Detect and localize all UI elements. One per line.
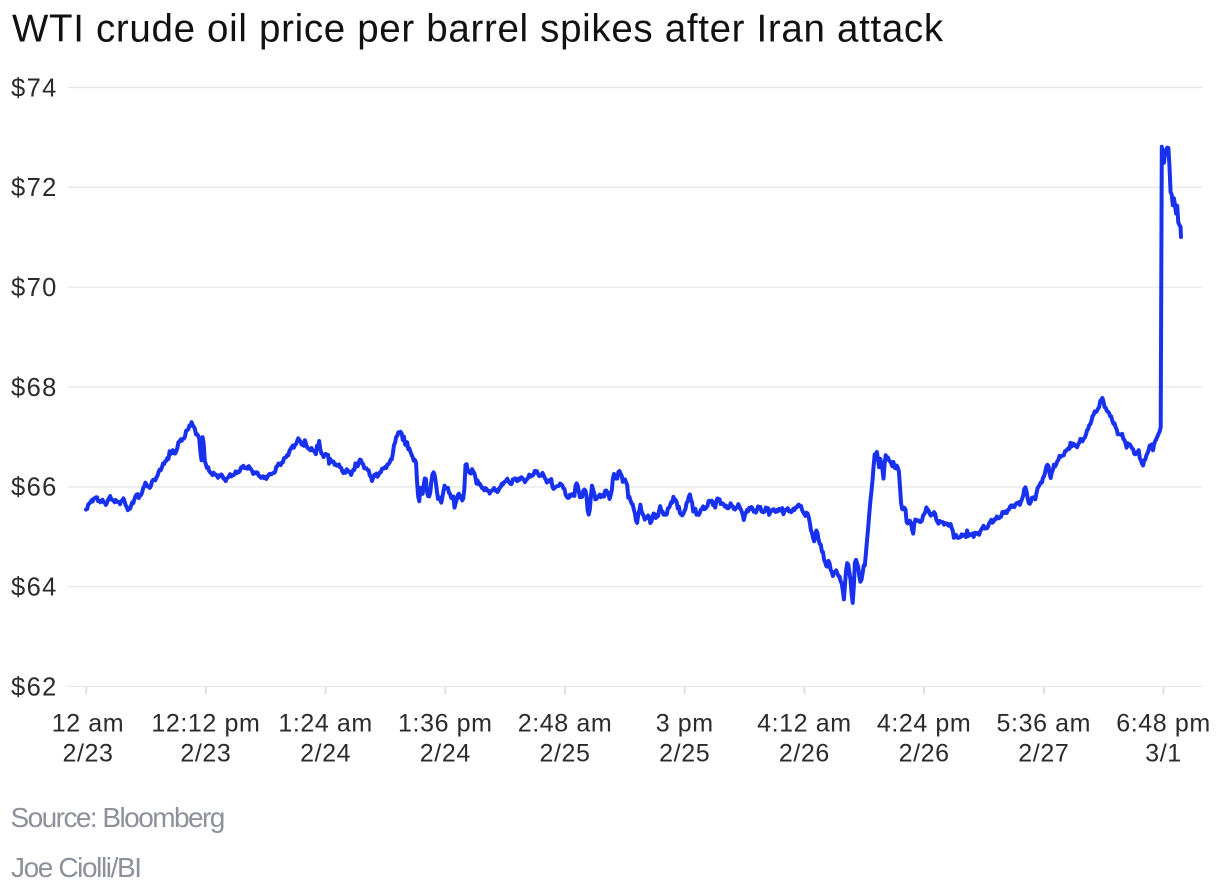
svg-text:Source: Bloomberg: Source: Bloomberg: [11, 802, 224, 833]
svg-text:$68: $68: [11, 374, 58, 402]
svg-text:4:12 am: 4:12 am: [757, 710, 852, 738]
svg-text:$64: $64: [11, 574, 58, 602]
svg-text:4:24 pm: 4:24 pm: [877, 710, 972, 738]
svg-text:1:36 pm: 1:36 pm: [398, 710, 493, 738]
svg-text:2/24: 2/24: [300, 739, 351, 767]
svg-text:12 am: 12 am: [52, 710, 124, 738]
svg-text:$70: $70: [11, 274, 58, 302]
svg-text:6:48 pm: 6:48 pm: [1116, 710, 1211, 738]
svg-text:2/26: 2/26: [899, 739, 950, 767]
svg-text:12:12 pm: 12:12 pm: [151, 710, 260, 738]
svg-text:Joe Ciolli/BI: Joe Ciolli/BI: [11, 852, 141, 883]
svg-text:$74: $74: [11, 74, 58, 102]
svg-text:2/25: 2/25: [539, 739, 590, 767]
svg-text:WTI crude oil price per barrel: WTI crude oil price per barrel spikes af…: [12, 8, 944, 51]
svg-text:$62: $62: [11, 673, 58, 701]
svg-text:2/24: 2/24: [420, 739, 471, 767]
svg-text:5:36 am: 5:36 am: [997, 710, 1092, 738]
svg-text:2:48 am: 2:48 am: [518, 710, 613, 738]
svg-text:2/26: 2/26: [779, 739, 830, 767]
svg-text:2/27: 2/27: [1018, 739, 1069, 767]
svg-text:3 pm: 3 pm: [656, 710, 714, 738]
svg-text:1:24 am: 1:24 am: [278, 710, 373, 738]
svg-text:2/25: 2/25: [659, 739, 710, 767]
svg-text:3/1: 3/1: [1145, 739, 1182, 767]
svg-text:2/23: 2/23: [62, 739, 113, 767]
svg-text:$66: $66: [11, 474, 58, 502]
svg-text:$72: $72: [11, 174, 58, 202]
svg-text:2/23: 2/23: [180, 739, 231, 767]
